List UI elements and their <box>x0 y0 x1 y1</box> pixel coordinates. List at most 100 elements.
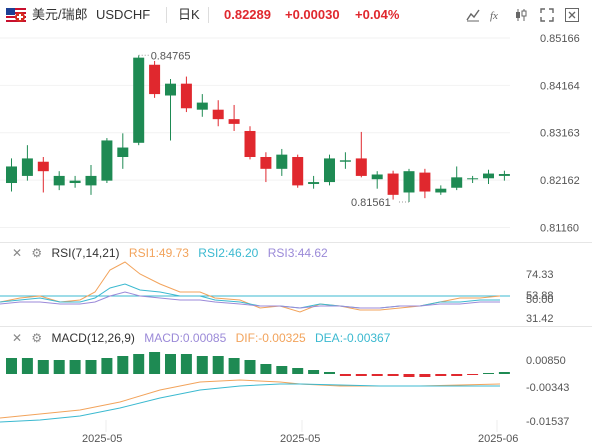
rsi-pane: 74.33 53.88 50.00 31.42 <box>0 261 554 325</box>
macd-axis-label: -0.00343 <box>526 382 569 394</box>
macd-histogram-bar <box>21 358 33 374</box>
candle-body[interactable] <box>339 160 351 162</box>
macd-label[interactable]: MACD(12,26,9) <box>51 331 135 345</box>
candle-body[interactable] <box>419 172 431 192</box>
pane-divider <box>0 326 592 327</box>
candle-body[interactable] <box>149 64 161 95</box>
candle-body[interactable] <box>387 173 399 195</box>
candle-body[interactable] <box>196 102 208 110</box>
price-axis-label: 0.84164 <box>540 80 580 92</box>
chart-toolbar: 美元/瑞郎 USDCHF 日K 0.82289 +0.00030 +0.04% … <box>0 0 592 30</box>
close-icon[interactable] <box>565 8 579 22</box>
price-axis-label: 0.85166 <box>540 33 580 45</box>
rsi3-value: RSI3:44.62 <box>267 246 328 260</box>
candle-body[interactable] <box>260 156 272 169</box>
candle-body[interactable] <box>308 182 320 184</box>
macd-histogram-bar <box>165 354 176 374</box>
macd-histogram-bar <box>498 372 510 374</box>
candle-body[interactable] <box>85 175 97 186</box>
macd-histogram-bar <box>101 358 113 374</box>
price-change-percent: +0.04% <box>355 7 400 22</box>
candle-body[interactable] <box>53 175 65 186</box>
macd-pane: 0.00850 -0.00343 -0.01537 <box>0 352 569 428</box>
dif-value: DIF:-0.00325 <box>235 331 306 345</box>
candle-body[interactable] <box>355 158 367 176</box>
macd-histogram-bar <box>149 352 161 374</box>
price-axis-label: 0.81160 <box>540 222 579 234</box>
price-axis-label: 0.82162 <box>540 175 580 187</box>
last-price: 0.82289 <box>224 7 271 22</box>
macd-value: MACD:0.00085 <box>144 331 227 345</box>
candle-body[interactable] <box>21 158 33 176</box>
high-annotation: 0.84765 <box>151 50 191 62</box>
candle-body[interactable] <box>435 188 447 193</box>
timeframe-selector[interactable]: 日K <box>178 7 200 22</box>
macd-histogram-bar <box>467 374 479 375</box>
rsi-label[interactable]: RSI(7,14,21) <box>51 246 120 260</box>
candle-body[interactable] <box>212 109 224 120</box>
collapse-icon[interactable]: ✕ <box>12 246 23 260</box>
candle-body[interactable] <box>69 180 81 184</box>
macd-histogram-bar <box>419 374 431 377</box>
macd-axis-label: 0.00850 <box>526 355 566 367</box>
candle-body[interactable] <box>228 119 240 124</box>
svg-text:fx: fx <box>490 10 498 22</box>
fx-indicator-icon[interactable]: fx <box>490 8 504 22</box>
rsi-axis-label: 74.33 <box>526 269 554 281</box>
collapse-icon[interactable]: ✕ <box>12 331 23 345</box>
macd-histogram-bar <box>133 354 145 374</box>
line-chart-icon[interactable] <box>466 8 480 22</box>
chart-canvas[interactable]: 0.85166 0.84164 0.83163 0.82162 0.81160 0.84… <box>0 30 592 448</box>
candle-body[interactable] <box>371 174 383 180</box>
dea-line <box>0 383 500 423</box>
macd-histogram-bar <box>324 372 335 374</box>
rsi1-value: RSI1:49.73 <box>128 246 189 260</box>
candle-body[interactable] <box>324 158 335 183</box>
symbol-name[interactable]: 美元/瑞郎 <box>32 7 88 22</box>
time-axis-label: 2025-05 <box>82 433 122 445</box>
macd-histogram-bar <box>196 356 208 374</box>
macd-histogram-bar <box>339 374 351 376</box>
time-axis-label: 2025-05 <box>280 433 320 445</box>
candle-body[interactable] <box>244 130 256 157</box>
macd-histogram-bar <box>85 360 97 374</box>
macd-histogram-bar <box>212 356 224 374</box>
candle-body[interactable] <box>6 166 17 184</box>
fullscreen-icon[interactable] <box>540 8 554 22</box>
candle-body[interactable] <box>101 140 113 181</box>
macd-histogram-bar <box>387 374 399 376</box>
candle-settings-icon[interactable] <box>514 8 528 22</box>
candle-body[interactable] <box>403 171 415 193</box>
candle-body[interactable] <box>37 161 49 172</box>
macd-histogram-bar <box>371 374 383 376</box>
dea-value: DEA:-0.00367 <box>315 331 391 345</box>
macd-header: ✕ ⚙ MACD(12,26,9) MACD:0.00085 DIF:-0.00… <box>12 331 396 345</box>
candle-body[interactable] <box>292 156 304 186</box>
macd-histogram-bar <box>180 354 192 374</box>
candle-body[interactable] <box>117 147 129 157</box>
candle-body[interactable] <box>483 173 494 179</box>
settings-icon[interactable]: ⚙ <box>31 331 43 345</box>
candle-body[interactable] <box>498 174 510 176</box>
time-axis: 2025-05 2025-05 2025-06 <box>82 420 518 445</box>
candle-body[interactable] <box>276 154 288 169</box>
candle-body[interactable] <box>133 57 145 143</box>
candle-body[interactable] <box>467 178 479 180</box>
price-axis-label: 0.83163 <box>540 128 580 140</box>
macd-histogram <box>6 352 510 377</box>
symbol-code[interactable]: USDCHF <box>96 7 151 22</box>
candle-body[interactable] <box>451 177 463 188</box>
us-flag-icon <box>6 8 26 22</box>
time-axis-label: 2025-06 <box>478 433 518 445</box>
rsi-header: ✕ ⚙ RSI(7,14,21) RSI1:49.73 RSI2:46.20 R… <box>12 246 334 260</box>
candle-body[interactable] <box>165 83 176 96</box>
macd-histogram-bar <box>69 360 81 374</box>
rsi2-value: RSI2:46.20 <box>198 246 259 260</box>
rsi1-line <box>0 261 501 313</box>
pane-divider <box>0 242 592 243</box>
macd-histogram-bar <box>403 374 415 377</box>
macd-histogram-bar <box>228 358 240 374</box>
settings-icon[interactable]: ⚙ <box>31 246 43 260</box>
candle-body[interactable] <box>180 83 192 109</box>
macd-histogram-bar <box>355 374 367 376</box>
